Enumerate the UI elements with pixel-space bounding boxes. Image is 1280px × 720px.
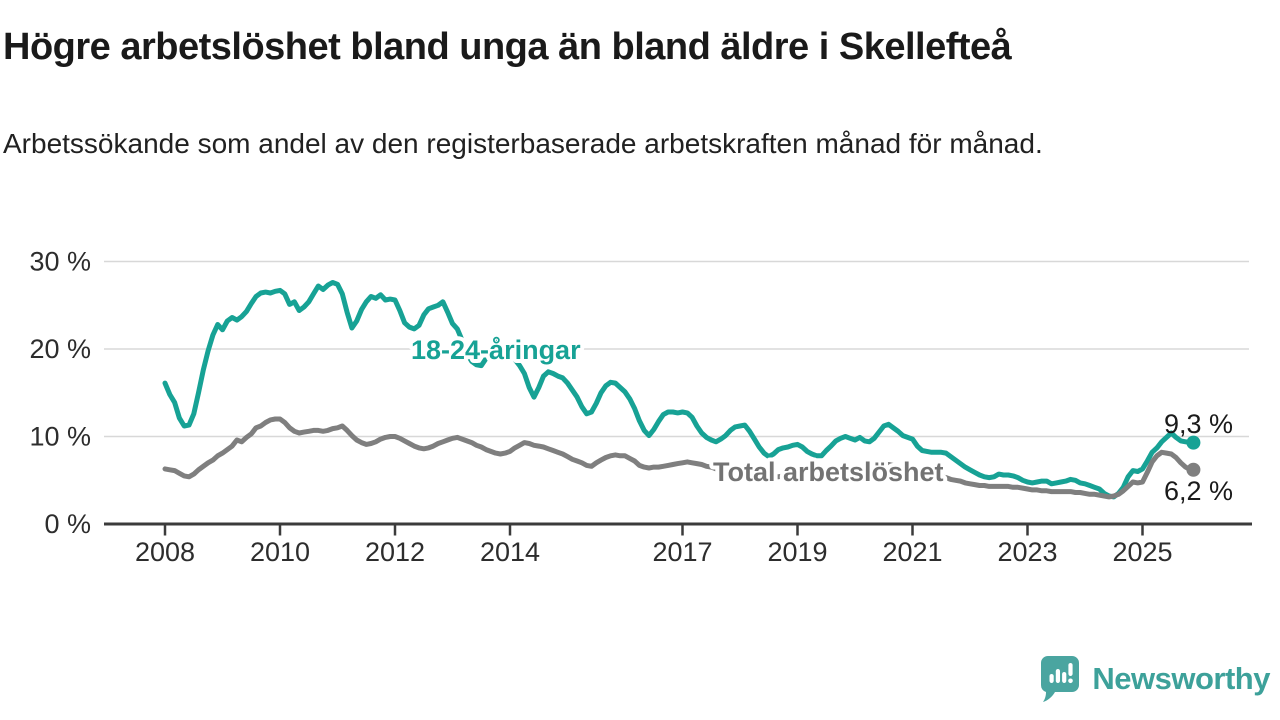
x-axis-tick-label: 2008	[135, 537, 195, 567]
y-axis-tick-label: 30 %	[29, 247, 91, 277]
x-axis-tick-label: 2019	[767, 537, 827, 567]
series-value-label: 6,2 %	[1164, 476, 1233, 506]
x-axis-tick-label: 2010	[250, 537, 310, 567]
x-axis-tick-label: 2012	[365, 537, 425, 567]
x-axis-tick-label: 2025	[1112, 537, 1172, 567]
x-axis-tick-label: 2014	[480, 537, 540, 567]
y-axis-tick-label: 10 %	[29, 422, 91, 452]
y-axis-tick-label: 20 %	[29, 334, 91, 364]
x-axis-tick-label: 2017	[652, 537, 712, 567]
x-axis-tick-label: 2021	[882, 537, 942, 567]
series-endpoint-dot	[1186, 462, 1201, 477]
series-label: Total arbetslöshet	[713, 457, 944, 487]
x-axis-tick-label: 2023	[997, 537, 1057, 567]
chart-title: Högre arbetslöshet bland unga än bland ä…	[3, 26, 1012, 68]
series-label: 18-24-åringar	[411, 335, 581, 365]
chart-subtitle: Arbetssökande som andel av den registerb…	[3, 128, 1043, 159]
newsworthy-logo: Newsworthy	[1040, 654, 1270, 704]
series-value-label: 9,3 %	[1164, 409, 1233, 439]
series-line-total	[162, 416, 1193, 500]
newsworthy-logo-text: Newsworthy	[1092, 661, 1270, 696]
y-axis-tick-label: 0 %	[44, 509, 91, 539]
newsworthy-logo-icon	[1041, 656, 1080, 702]
series-endpoint-dot	[1186, 435, 1201, 450]
series-line-youth	[162, 280, 1193, 500]
